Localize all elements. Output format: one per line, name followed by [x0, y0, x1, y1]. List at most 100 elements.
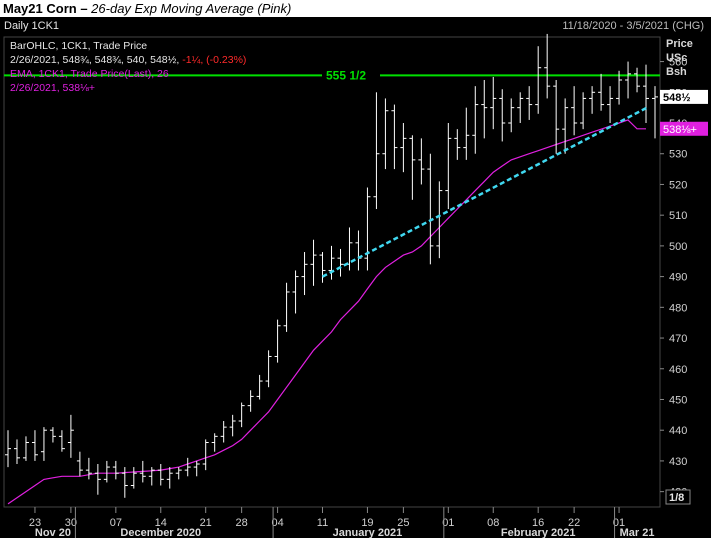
ohlc-bar: [499, 89, 506, 142]
y-tick-label: 450: [669, 394, 687, 406]
ohlc-bars: [5, 33, 658, 498]
fraction-box: [665, 489, 691, 505]
ohlc-bar: [283, 282, 290, 332]
month-label: Nov 20: [35, 527, 71, 538]
y-tick-label: 480: [669, 302, 687, 314]
ohlc-bar: [175, 467, 182, 480]
ohlc-bar: [247, 390, 254, 412]
fraction-label: 1/8: [669, 492, 684, 504]
month-label: February 2021: [501, 527, 576, 538]
symbol-label: Daily 1CK1: [4, 20, 59, 32]
ohlc-bar: [400, 123, 407, 173]
ohlc-bar: [40, 427, 47, 461]
chart-background: [0, 17, 711, 538]
last-price-tag: [660, 89, 708, 104]
ohlc-bar: [607, 86, 614, 124]
x-tick-label: 23: [29, 517, 41, 529]
ema-price-tag: [660, 121, 708, 136]
x-tick-label: 16: [532, 517, 544, 529]
ohlc-bar: [373, 92, 380, 210]
x-axis-months: Nov 20 December 2020 January 2021 February …: [35, 507, 655, 539]
ohlc-bar: [436, 181, 443, 259]
ohlc-bar: [553, 80, 560, 154]
ohlc-bar: [328, 245, 335, 280]
ohlc-bar: [76, 451, 83, 477]
x-tick-label: 22: [568, 517, 580, 529]
title-main: May21 Corn: [3, 1, 77, 16]
x-tick-label: 08: [487, 517, 499, 529]
ohlc-bar: [634, 67, 641, 93]
ohlc-bar: [274, 319, 281, 363]
y-tick-label: 560: [669, 57, 687, 69]
ohlc-bar: [625, 61, 632, 99]
ohlc-bar: [445, 123, 452, 210]
legend-ohlc-title: BarOHLC, 1CK1, Trade Price: [10, 40, 147, 52]
ema-price-label: 538⅛+: [663, 124, 697, 136]
y-tick-label: 430: [669, 456, 687, 468]
ohlc-bar: [67, 414, 74, 458]
ohlc-bar: [472, 86, 479, 154]
date-range-label: 11/18/2020 - 3/5/2021 (CHG): [562, 20, 704, 32]
y-tick-label: 460: [669, 364, 687, 376]
ohlc-bar: [256, 374, 263, 400]
ohlc-bar: [94, 463, 101, 495]
ohlc-bar: [31, 430, 38, 461]
ohlc-bar: [130, 467, 137, 489]
month-label: January 2021: [333, 527, 403, 538]
ohlc-bar: [229, 414, 236, 437]
ohlc-bar: [382, 98, 389, 170]
ohlc-bar: [103, 460, 110, 483]
ohlc-bar: [526, 86, 533, 120]
axis-unit-usc: USc: [666, 52, 687, 64]
ohlc-bar: [508, 98, 515, 133]
ohlc-bar: [49, 427, 56, 443]
ohlc-bar: [220, 420, 227, 443]
y-tick-label: 530: [669, 149, 687, 161]
ohlc-bar: [418, 138, 425, 185]
title-subtitle: 26-day Exp Moving Average (Pink): [91, 1, 292, 16]
y-tick-label: 490: [669, 272, 687, 284]
chart-panel: Daily 1CK1 11/18/2020 - 3/5/2021 (CHG) P…: [0, 17, 711, 539]
ohlc-bar: [85, 457, 92, 480]
ohlc-bar: [310, 239, 317, 286]
ohlc-bar: [616, 70, 623, 105]
legend-ema-value: 2/26/2021, 538⅛+: [10, 82, 95, 94]
y-tick-label: 520: [669, 179, 687, 191]
ohlc-bar: [121, 467, 128, 498]
x-axis: 23 30 07 14 21 28 04 11 19 25 01 08 16 22 01: [29, 507, 625, 529]
month-label: Mar 21: [620, 527, 655, 538]
ohlc-bar: [517, 92, 524, 124]
ohlc-bar: [364, 187, 371, 271]
ohlc-bar: [598, 73, 605, 111]
ohlc-bar: [265, 350, 272, 388]
ohlc-bar: [535, 46, 542, 114]
y-tick-label: 470: [669, 333, 687, 345]
axis-unit-price: Price: [666, 38, 693, 50]
chart-title-bar: May21 Corn – 26-day Exp Moving Average (…: [0, 0, 711, 17]
resistance-label: 555 1/2: [326, 68, 366, 82]
ohlc-bar: [301, 252, 308, 296]
x-tick-label: 30: [65, 517, 77, 529]
ohlc-bar: [157, 463, 164, 486]
ohlc-bar: [571, 86, 578, 136]
ohlc-bar: [202, 439, 209, 471]
ohlc-bar: [427, 153, 434, 265]
resistance-label-bg: [322, 68, 380, 83]
x-tick-label: 01: [442, 517, 454, 529]
x-tick-label: 01: [613, 517, 625, 529]
trend-line: [321, 106, 648, 278]
ohlc-bar: [112, 460, 119, 480]
x-tick-label: 14: [155, 517, 167, 529]
ohlc-bar: [643, 64, 650, 124]
month-label: December 2020: [120, 527, 201, 538]
ohlc-bar: [652, 86, 658, 139]
chart-svg: Daily 1CK1 11/18/2020 - 3/5/2021 (CHG) P…: [0, 17, 711, 539]
ohlc-bar: [58, 430, 65, 452]
ohlc-bar: [589, 86, 596, 114]
axis-unit-bsh: Bsh: [666, 66, 687, 78]
legend-ohlc-prices: 2/26/2021, 548¾, 548¾, 540, 548½,: [10, 54, 182, 66]
ohlc-bar: [544, 33, 551, 99]
ohlc-bar: [13, 439, 20, 464]
ohlc-bar: [5, 430, 11, 468]
ohlc-bar: [319, 252, 326, 283]
